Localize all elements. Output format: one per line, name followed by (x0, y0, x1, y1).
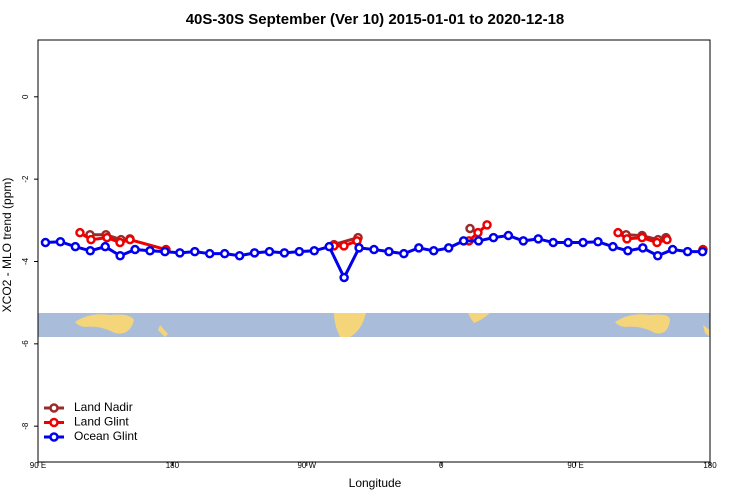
legend-marker (49, 417, 59, 428)
point (309, 246, 320, 256)
point (324, 241, 334, 252)
point (294, 246, 305, 257)
ocean-band (38, 313, 710, 337)
point (160, 246, 170, 257)
point (593, 236, 603, 247)
point (638, 243, 648, 253)
legend-marker (49, 403, 59, 413)
series-line (45, 234, 703, 281)
y-tick-label: 0 (21, 94, 30, 99)
point (384, 246, 394, 257)
land (75, 314, 134, 334)
x-tick-label: 90 E (30, 461, 46, 470)
land (615, 314, 670, 334)
point (428, 246, 439, 256)
legend-label: Land Glint (74, 415, 129, 429)
point (473, 227, 483, 238)
point (563, 237, 573, 248)
x-tick-label: 180 (166, 461, 180, 470)
point (623, 246, 633, 256)
point (652, 250, 663, 261)
x-tick-label: 90 W (297, 461, 316, 470)
point (465, 223, 475, 234)
point (115, 237, 125, 248)
y-tick-label: -2 (21, 175, 30, 183)
point (414, 243, 424, 253)
legend-label: Land Nadir (74, 400, 133, 414)
point (613, 227, 623, 238)
map-strip (38, 313, 710, 337)
point (115, 250, 125, 261)
point (70, 241, 81, 252)
legend-label: Ocean Glint (74, 429, 138, 443)
point (652, 237, 662, 248)
point (339, 272, 349, 283)
point (443, 243, 454, 253)
point (488, 232, 499, 243)
point (533, 234, 544, 244)
point (130, 244, 140, 255)
point (482, 220, 492, 230)
point (578, 237, 588, 248)
point (125, 234, 135, 245)
point (249, 248, 260, 258)
x-axis-label: Longitude (349, 476, 402, 490)
point (667, 244, 678, 255)
point (264, 246, 275, 257)
point (622, 234, 632, 244)
point (697, 246, 708, 257)
point (234, 250, 245, 261)
point (102, 232, 112, 243)
point (40, 237, 51, 248)
point (219, 248, 230, 259)
point (354, 243, 364, 253)
y-tick-label: -4 (21, 257, 30, 265)
point (518, 236, 529, 246)
land (158, 325, 168, 337)
point (85, 246, 96, 256)
point (55, 236, 66, 247)
y-tick-label: -8 (21, 422, 30, 430)
plot-frame (37, 39, 711, 463)
point (548, 237, 558, 248)
x-tick-label: 0 (439, 461, 444, 470)
chart-title: 40S-30S September (Ver 10) 2015-01-01 to… (186, 11, 565, 28)
land (703, 325, 710, 337)
y-axis-label: XCO2 - MLO trend (ppm) (0, 178, 14, 313)
point (369, 244, 379, 255)
land (468, 313, 490, 323)
point (637, 232, 647, 243)
point (86, 234, 96, 245)
point (473, 236, 484, 246)
point (279, 248, 290, 258)
point (339, 241, 349, 251)
point (100, 241, 110, 252)
point (503, 230, 514, 241)
point (190, 246, 200, 257)
point (175, 248, 185, 258)
x-tick-label: 180 (703, 461, 717, 470)
point (145, 246, 155, 256)
point (75, 227, 85, 238)
x-tick-label: 90 E (567, 461, 583, 470)
point (608, 241, 618, 252)
point (399, 248, 409, 259)
point (682, 246, 693, 257)
land (334, 313, 366, 337)
legend-marker (49, 432, 59, 442)
point (662, 234, 672, 245)
point (204, 248, 215, 259)
y-tick-label: -6 (21, 340, 30, 348)
point (458, 236, 469, 246)
